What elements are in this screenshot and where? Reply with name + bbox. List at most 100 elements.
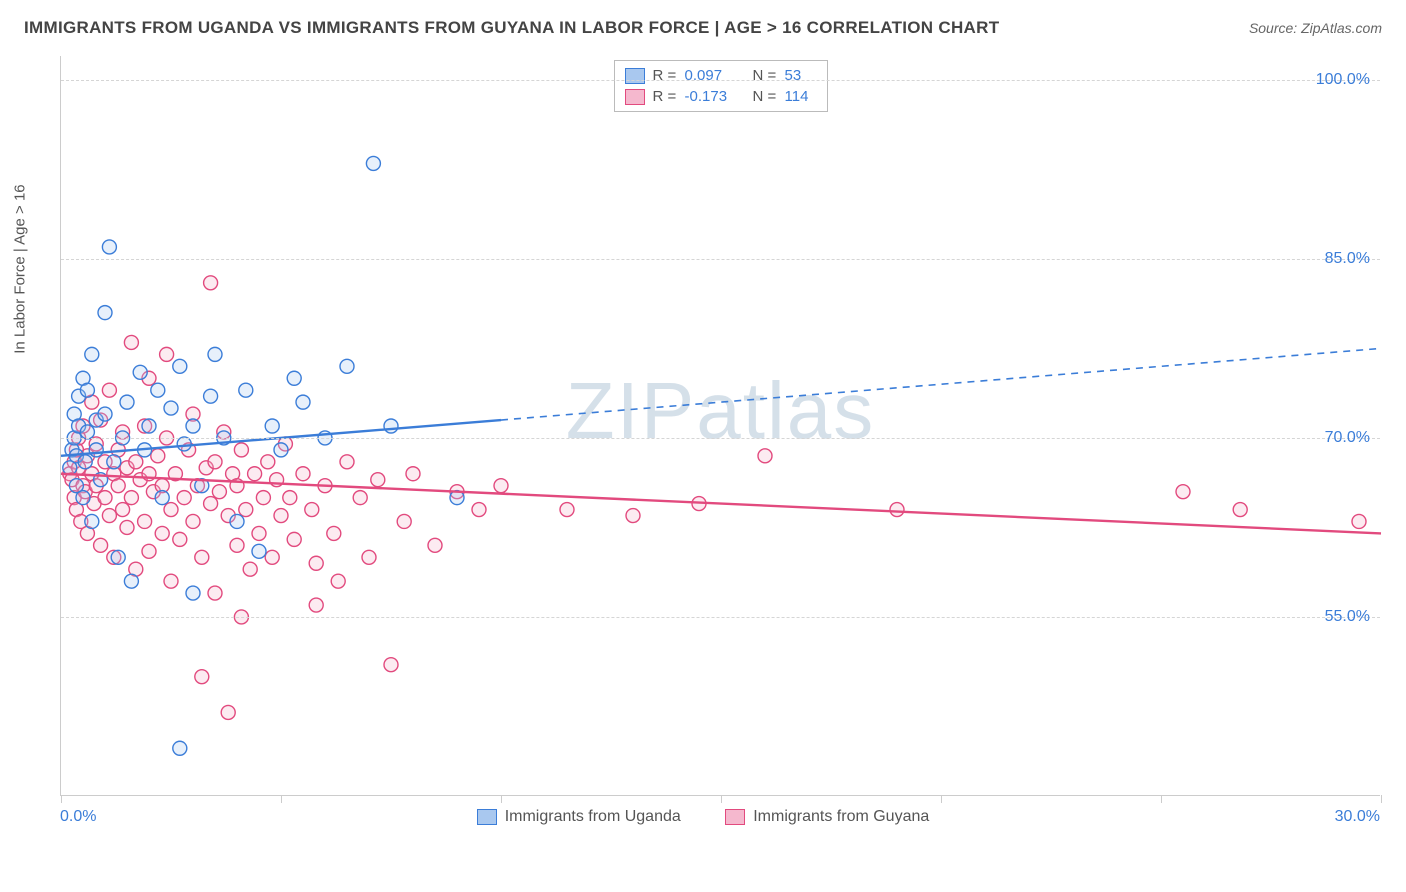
scatter-point — [164, 503, 178, 517]
scatter-point — [296, 395, 310, 409]
scatter-point — [252, 526, 266, 540]
scatter-point — [230, 514, 244, 528]
scatter-point — [327, 526, 341, 540]
x-tick — [1161, 795, 1162, 803]
scatter-point — [239, 503, 253, 517]
scatter-point — [124, 574, 138, 588]
scatter-point — [340, 455, 354, 469]
scatter-point — [758, 449, 772, 463]
scatter-point — [1352, 514, 1366, 528]
scatter-point — [248, 467, 262, 481]
scatter-point — [89, 443, 103, 457]
y-tick-label: 100.0% — [1316, 71, 1370, 89]
scatter-point — [85, 347, 99, 361]
scatter-point — [102, 383, 116, 397]
scatter-point — [208, 347, 222, 361]
scatter-point — [243, 562, 257, 576]
scatter-point — [230, 538, 244, 552]
gridline — [61, 617, 1380, 618]
scatter-point — [102, 240, 116, 254]
scatter-point — [94, 538, 108, 552]
scatter-point — [366, 156, 380, 170]
x-tick — [281, 795, 282, 803]
scatter-point — [362, 550, 376, 564]
x-tick — [721, 795, 722, 803]
plot-area: ZIPatlas R = 0.097 N = 53 R = -0.173 N =… — [60, 56, 1380, 796]
y-tick-label: 55.0% — [1325, 608, 1370, 626]
scatter-point — [371, 473, 385, 487]
scatter-point — [173, 359, 187, 373]
scatter-point — [204, 276, 218, 290]
scatter-point — [406, 467, 420, 481]
scatter-point — [208, 586, 222, 600]
scatter-point — [142, 544, 156, 558]
gridline — [61, 438, 1380, 439]
scatter-point — [120, 395, 134, 409]
gridline — [61, 259, 1380, 260]
scatter-point — [107, 455, 121, 469]
scatter-point — [116, 503, 130, 517]
scatter-point — [309, 598, 323, 612]
scatter-point — [890, 503, 904, 517]
scatter-point — [78, 455, 92, 469]
scatter-point — [1176, 485, 1190, 499]
scatter-point — [195, 670, 209, 684]
scatter-point — [384, 419, 398, 433]
source-value: ZipAtlas.com — [1301, 20, 1382, 36]
trendline-uganda-dashed — [501, 348, 1381, 420]
scatter-point — [494, 479, 508, 493]
y-tick-label: 70.0% — [1325, 429, 1370, 447]
scatter-point — [204, 389, 218, 403]
scatter-point — [252, 544, 266, 558]
y-axis-title: In Labor Force | Age > 16 — [12, 184, 29, 353]
x-tick — [941, 795, 942, 803]
scatter-point — [195, 550, 209, 564]
x-tick — [61, 795, 62, 803]
scatter-point — [287, 532, 301, 546]
scatter-point — [256, 491, 270, 505]
scatter-point — [208, 455, 222, 469]
legend-item-guyana: Immigrants from Guyana — [725, 808, 929, 826]
scatter-point — [274, 443, 288, 457]
gridline — [61, 80, 1380, 81]
scatter-point — [626, 509, 640, 523]
scatter-point — [384, 658, 398, 672]
scatter-point — [98, 306, 112, 320]
scatter-point — [124, 335, 138, 349]
legend-item-uganda: Immigrants from Uganda — [477, 808, 681, 826]
scatter-point — [151, 383, 165, 397]
scatter-point — [331, 574, 345, 588]
scatter-point — [98, 491, 112, 505]
scatter-point — [472, 503, 486, 517]
scatter-point — [265, 419, 279, 433]
scatter-point — [155, 491, 169, 505]
scatter-point — [80, 383, 94, 397]
scatter-point — [186, 586, 200, 600]
scatter-point — [309, 556, 323, 570]
scatter-point — [305, 503, 319, 517]
title-bar: IMMIGRANTS FROM UGANDA VS IMMIGRANTS FRO… — [24, 18, 1382, 38]
swatch-guyana-icon — [725, 809, 745, 825]
scatter-point — [287, 371, 301, 385]
scatter-point — [102, 509, 116, 523]
scatter-point — [129, 455, 143, 469]
scatter-point — [186, 419, 200, 433]
scatter-point — [173, 741, 187, 755]
scatter-point — [428, 538, 442, 552]
x-tick — [501, 795, 502, 803]
scatter-point — [397, 514, 411, 528]
scatter-point — [142, 419, 156, 433]
y-tick-label: 85.0% — [1325, 250, 1370, 268]
scatter-point — [111, 550, 125, 564]
swatch-uganda-icon — [477, 809, 497, 825]
scatter-point — [204, 497, 218, 511]
legend-bottom: Immigrants from Uganda Immigrants from G… — [0, 808, 1406, 830]
legend-label-guyana: Immigrants from Guyana — [753, 808, 929, 826]
scatter-point — [1233, 503, 1247, 517]
scatter-point — [120, 520, 134, 534]
scatter-point — [186, 514, 200, 528]
scatter-point — [239, 383, 253, 397]
source-label: Source: ZipAtlas.com — [1249, 20, 1382, 36]
scatter-point — [283, 491, 297, 505]
scatter-point — [177, 437, 191, 451]
